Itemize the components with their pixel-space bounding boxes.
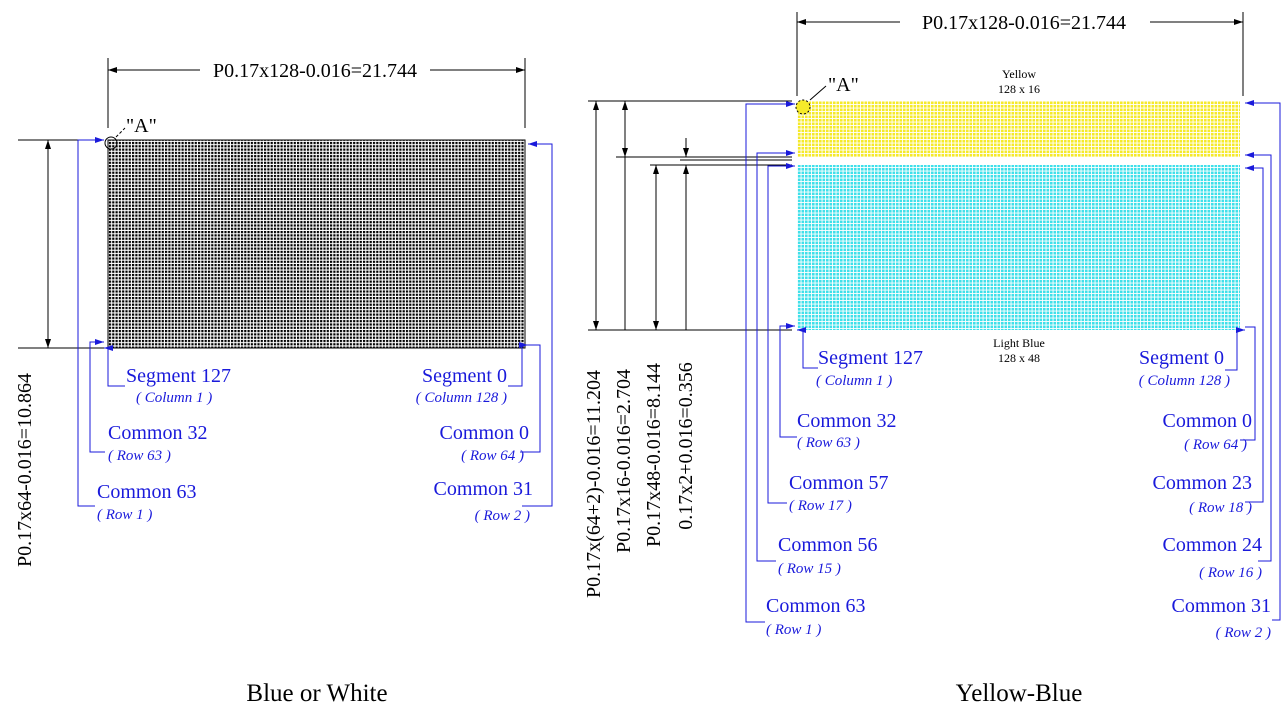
right-leader-seg127 xyxy=(797,327,818,369)
right-panel: Yellow 128 x 16 Light Blue 128 x 48 P0.1… xyxy=(583,12,1281,707)
left-com31-sub: ( Row 2 ) xyxy=(475,508,530,524)
right-seg127-label: Segment 127 xyxy=(818,347,923,369)
right-com56-sub: ( Row 15 ) xyxy=(778,561,841,577)
right-yellow-area xyxy=(797,101,1240,157)
left-com63-label: Common 63 xyxy=(97,481,196,503)
left-pixel-grid xyxy=(107,139,526,349)
right-lightblue-area xyxy=(797,165,1240,330)
left-com0-label: Common 0 xyxy=(440,422,529,444)
right-com24-sub: ( Row 16 ) xyxy=(1199,565,1262,581)
right-yellow-size: 128 x 16 xyxy=(998,82,1040,96)
left-leader-com32 xyxy=(89,339,105,453)
right-com63-sub: ( Row 1 ) xyxy=(766,622,821,638)
right-com57-sub: ( Row 17 ) xyxy=(789,498,852,514)
left-top-dimension: P0.17x128-0.016=21.744 xyxy=(213,60,417,82)
right-leader-com32 xyxy=(779,323,797,438)
right-leader-com24 xyxy=(1245,152,1272,562)
left-com63-sub: ( Row 1 ) xyxy=(97,507,152,523)
right-point-a-label: "A" xyxy=(828,74,859,96)
right-leader-com31 xyxy=(1245,100,1281,621)
left-seg127-sub: ( Column 1 ) xyxy=(136,390,212,406)
left-leader-com63 xyxy=(77,137,104,507)
left-seg127-label: Segment 127 xyxy=(126,365,231,387)
right-com56-label: Common 56 xyxy=(778,534,877,556)
left-panel: P0.17x128-0.016=21.744 P0.17x64-0.016=10… xyxy=(14,58,553,707)
left-com31-label: Common 31 xyxy=(434,478,533,500)
left-com32-label: Common 32 xyxy=(108,422,207,444)
right-leader-com56 xyxy=(756,150,795,562)
right-side-dimension-total: P0.17x(64+2)-0.016=11.204 xyxy=(583,370,605,598)
right-com63-label: Common 63 xyxy=(766,595,865,617)
right-side-dimension-gap: 0.17x2+0.016=0.356 xyxy=(675,362,697,530)
right-caption: Yellow-Blue xyxy=(956,680,1083,707)
right-com57-label: Common 57 xyxy=(789,472,888,494)
right-leader-com63 xyxy=(745,101,795,623)
right-leader-com23 xyxy=(1245,165,1264,503)
right-seg0-label: Segment 0 xyxy=(1139,347,1224,369)
right-seg0-sub: ( Column 128 ) xyxy=(1139,373,1230,389)
right-blue-size: 128 x 48 xyxy=(998,351,1040,365)
right-com23-sub: ( Row 18 ) xyxy=(1189,500,1252,516)
right-com32-sub: ( Row 63 ) xyxy=(797,435,860,451)
left-leader-seg127 xyxy=(104,345,125,387)
right-side-dimension-blue: P0.17x48-0.016=8.144 xyxy=(643,363,665,547)
right-com0-label: Common 0 xyxy=(1163,410,1252,432)
left-leader-seg0 xyxy=(508,342,528,387)
right-com24-label: Common 24 xyxy=(1163,534,1262,556)
right-point-a-marker xyxy=(795,99,811,115)
right-seg127-sub: ( Column 1 ) xyxy=(816,373,892,389)
left-point-a-marker xyxy=(104,136,118,150)
right-leader-seg0 xyxy=(1225,327,1245,371)
left-leader-com0 xyxy=(520,344,541,453)
left-leader-com31 xyxy=(522,141,553,507)
right-com23-label: Common 23 xyxy=(1153,472,1252,494)
left-point-a-label: "A" xyxy=(126,115,157,137)
right-leader-com0 xyxy=(1240,326,1256,441)
right-com31-sub: ( Row 2 ) xyxy=(1216,625,1271,641)
left-com0-sub: ( Row 64 ) xyxy=(461,448,524,464)
right-yellow-label: Yellow xyxy=(1002,67,1036,81)
left-seg0-label: Segment 0 xyxy=(422,365,507,387)
left-side-dimension: P0.17x64-0.016=10.864 xyxy=(14,373,36,567)
right-blue-label: Light Blue xyxy=(993,336,1045,350)
right-top-dimension: P0.17x128-0.016=21.744 xyxy=(922,12,1126,34)
right-com0-sub: ( Row 64 ) xyxy=(1184,437,1247,453)
right-com31-label: Common 31 xyxy=(1172,595,1271,617)
left-com32-sub: ( Row 63 ) xyxy=(108,448,171,464)
right-com32-label: Common 32 xyxy=(797,410,896,432)
left-seg0-sub: ( Column 128 ) xyxy=(416,390,507,406)
left-caption: Blue or White xyxy=(246,680,387,707)
right-side-dimension-yellow: P0.17x16-0.016=2.704 xyxy=(613,369,635,553)
right-leader-com57 xyxy=(767,163,795,504)
